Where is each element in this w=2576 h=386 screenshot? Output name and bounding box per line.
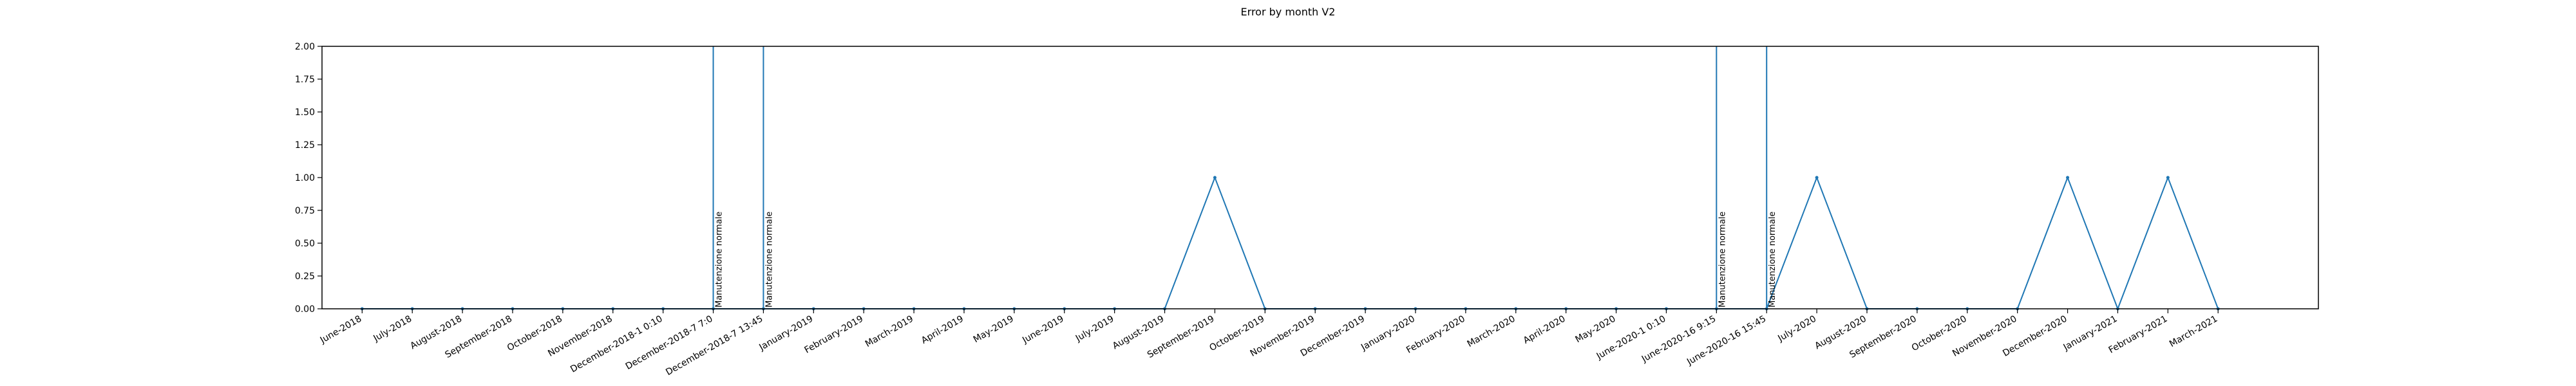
chart-title: Error by month V2 [1241, 6, 1336, 18]
data-point [2066, 176, 2070, 179]
annotation-label: Manutenzione normale [1718, 212, 1727, 308]
y-tick-label: 0.50 [295, 239, 315, 249]
annotation-label: Manutenzione normale [715, 212, 724, 308]
data-point [1815, 176, 1819, 179]
x-tick-label: March-2019 [864, 314, 915, 350]
y-tick-label: 0.25 [295, 271, 315, 282]
x-tick-label: May-2019 [972, 314, 1016, 345]
annotation-label: Manutenzione normale [1768, 212, 1777, 308]
x-tick-label: July-2019 [1074, 314, 1116, 344]
y-tick-label: 2.00 [295, 42, 315, 52]
y-tick-label: 0.00 [295, 304, 315, 315]
x-tick-label: April-2020 [1522, 314, 1567, 346]
x-tick-label: March-2021 [2168, 314, 2219, 350]
axes-frame [321, 46, 2319, 309]
x-tick-label: May-2020 [1573, 314, 1617, 345]
x-tick-label: July-2018 [372, 314, 414, 344]
series-line [362, 176, 2219, 311]
x-tick-label: June-2019 [1020, 314, 1066, 346]
x-tick-label: December-2018-7 7:0 [624, 314, 715, 372]
x-tick-label: December-2018-1 0:10 [569, 314, 664, 375]
data-point [2166, 176, 2170, 179]
y-tick-label: 0.75 [295, 206, 315, 216]
y-tick-label: 1.50 [295, 107, 315, 118]
x-tick-label: June-2020-16 15:45 [1685, 314, 1768, 368]
x-tick-label: June-2018 [318, 314, 364, 346]
data-point [1213, 176, 1217, 179]
plot-area: 0.00 0.25 0.50 0.75 1.00 1.25 1.50 1.75 2.00 June… [295, 42, 2319, 378]
y-tick-label: 1.75 [295, 75, 315, 85]
x-tick-label: March-2020 [1466, 314, 1517, 350]
y-tick-label: 1.25 [295, 140, 315, 151]
y-tick-label: 1.00 [295, 173, 315, 183]
annotation-label: Manutenzione normale [764, 212, 774, 308]
x-tick-label: July-2020 [1776, 314, 1818, 344]
x-tick-label: December-2018-7 13:45 [664, 314, 764, 378]
x-tick-label: April-2019 [920, 314, 965, 346]
